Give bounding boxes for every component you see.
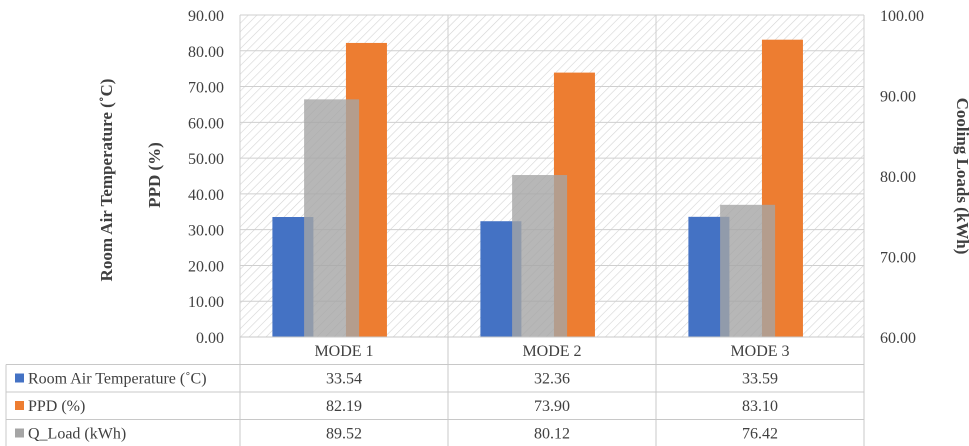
category-label: MODE 2	[522, 343, 581, 360]
left-tick-label: 10.00	[188, 294, 224, 311]
legend-key	[15, 373, 24, 383]
legend-entry: Q_Load (kWh)	[28, 426, 126, 443]
bar-q-load	[720, 204, 776, 337]
left-axis-ticks: 0.00 10.00 20.00 30.00 40.00 50.00 60.00 70.00 8…	[188, 8, 224, 347]
data-table: MODE 1 MODE 2 MODE 3 Room Air Temperature (…	[5, 336, 865, 446]
legend-key	[15, 428, 24, 438]
y-axis-title-ppd: PPD (%)	[145, 142, 164, 208]
legend-key	[15, 401, 24, 410]
right-tick-label: 70.00	[880, 250, 916, 267]
left-tick-label: 20.00	[188, 258, 224, 275]
left-tick-label: 60.00	[188, 115, 224, 132]
table-cell: 82.19	[326, 398, 362, 415]
table-cell: 83.10	[742, 398, 778, 415]
right-tick-label: 100.00	[880, 8, 924, 25]
right-tick-label: 90.00	[880, 89, 916, 106]
right-tick-label: 60.00	[880, 330, 916, 347]
table-cell: 80.12	[534, 426, 570, 443]
left-tick-label: 0.00	[196, 330, 224, 347]
left-tick-label: 90.00	[188, 8, 224, 25]
table-cell: 76.42	[742, 426, 778, 443]
left-tick-label: 50.00	[188, 151, 224, 168]
bar-q-load	[304, 99, 360, 337]
table-cell: 32.36	[534, 371, 570, 388]
legend-entry: PPD (%)	[28, 398, 85, 415]
table-cell: 33.54	[326, 371, 362, 388]
category-label: MODE 1	[314, 343, 373, 360]
bars	[272, 39, 803, 337]
y-axis-title-temperature: Room Air Temperature (˚C)	[97, 79, 116, 282]
legend-entry: Room Air Temperature (˚C)	[28, 371, 207, 388]
category-label: MODE 3	[730, 343, 789, 360]
left-tick-label: 40.00	[188, 187, 224, 204]
table-cell: 73.90	[534, 398, 570, 415]
right-tick-label: 80.00	[880, 169, 916, 186]
right-axis-ticks: 60.00 70.00 80.00 90.00 100.00	[880, 8, 924, 347]
left-tick-label: 70.00	[188, 80, 224, 97]
y-axis-title-cooling-loads: Cooling Loads (kWh)	[953, 98, 969, 255]
bar-q-load	[512, 175, 568, 337]
left-tick-label: 30.00	[188, 223, 224, 240]
table-cell: 89.52	[326, 426, 362, 443]
left-tick-label: 80.00	[188, 44, 224, 61]
table-cell: 33.59	[742, 371, 778, 388]
